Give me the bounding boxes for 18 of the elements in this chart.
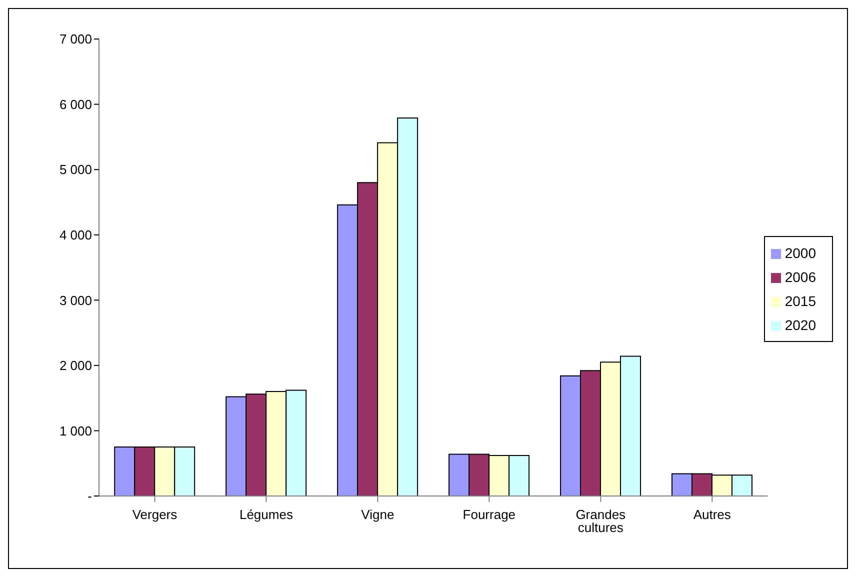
- x-tick-label: Vergers: [132, 507, 178, 522]
- legend-label: 2006: [784, 268, 816, 284]
- y-tick-label: 5 000: [59, 162, 92, 178]
- y-tick-label: 1 000: [59, 423, 92, 438]
- legend-label: 2015: [784, 292, 816, 308]
- x-tick-label: Vigne: [361, 507, 394, 522]
- legend-label: 2000: [784, 244, 816, 260]
- y-tick-label: 2 000: [59, 358, 92, 374]
- x-tick-label: Autres: [693, 507, 732, 522]
- x-tick-label: Fourrage: [462, 507, 516, 522]
- y-tick-label: -: [88, 488, 92, 504]
- x-tick-label: Grandes cultures: [576, 507, 626, 536]
- y-tick-label: 3 000: [59, 292, 92, 308]
- legend-label: 2020: [784, 316, 816, 332]
- y-tick-label: 4 000: [59, 227, 92, 242]
- y-tick-label: 6 000: [59, 96, 92, 112]
- y-tick-label: 7 000: [59, 32, 92, 47]
- x-tick-label: Légumes: [239, 507, 294, 522]
